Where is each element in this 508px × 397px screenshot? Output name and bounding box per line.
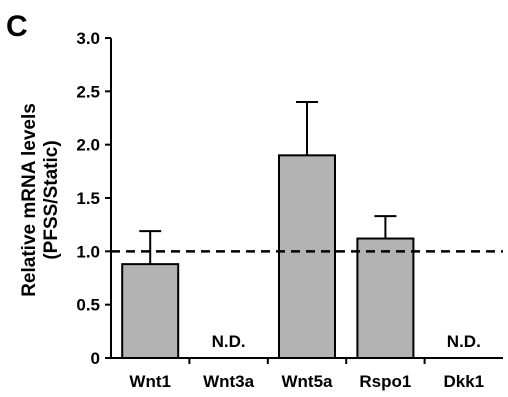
y-axis-label: Relative mRNA levels (PFSS/Static) xyxy=(19,103,62,297)
x-tick-label: Rspo1 xyxy=(359,372,411,391)
y-tick-label: 1.5 xyxy=(76,189,100,208)
y-tick-label: 2.5 xyxy=(76,82,100,101)
bar-wnt1 xyxy=(121,263,180,359)
y-tick-label: 3.0 xyxy=(76,29,100,48)
y-tick-label: 1.0 xyxy=(76,242,100,261)
plot-area: 0 0.5 1.0 1.5 2.0 2.5 3.0 Wnt1 N.D. Wnt3a Wnt5a Rsp… xyxy=(76,29,503,391)
y-tick-label: 0 xyxy=(91,349,100,368)
x-tick-label: Wnt3a xyxy=(203,372,255,391)
panel-label: C xyxy=(6,10,28,43)
x-tick-label: Wnt1 xyxy=(129,372,171,391)
nd-label: N.D. xyxy=(447,332,481,351)
y-axis-label-line1: Relative mRNA levels xyxy=(19,103,40,297)
bar-rspo1 xyxy=(356,237,415,360)
y-tick-label: 2.0 xyxy=(76,136,100,155)
bar-wnt5a xyxy=(278,154,336,359)
y-tick-label: 0.5 xyxy=(76,296,100,315)
nd-label: N.D. xyxy=(212,332,246,351)
x-tick-label: Dkk1 xyxy=(443,372,484,391)
x-tick-label: Wnt5a xyxy=(282,372,334,391)
y-axis-label-line2: (PFSS/Static) xyxy=(41,140,62,259)
